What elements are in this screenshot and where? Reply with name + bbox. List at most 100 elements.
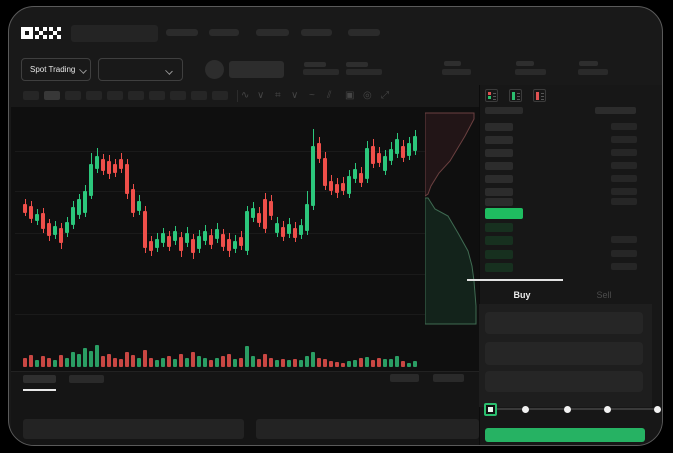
timeframe-button-skeleton[interactable] <box>107 91 123 100</box>
search-input-skeleton[interactable] <box>71 25 158 42</box>
timeframe-button-skeleton[interactable] <box>212 91 228 100</box>
timeframe-button-skeleton[interactable] <box>128 91 144 100</box>
stat-skeleton <box>515 69 546 75</box>
candle-body <box>191 239 195 253</box>
ticker-skeleton <box>229 61 284 78</box>
orderbook-combined-icon[interactable] <box>485 89 498 102</box>
volume-bar <box>113 358 117 367</box>
chevron-down-icon[interactable]: ∨ <box>257 90 265 101</box>
buy-submit-button[interactable] <box>485 428 645 442</box>
candle-body <box>401 146 405 158</box>
volume-bar <box>47 358 51 367</box>
order-field-skeleton[interactable] <box>485 342 643 365</box>
ask-amount-skeleton <box>611 123 637 130</box>
volume-bar <box>311 352 315 367</box>
ask-price-skeleton <box>485 162 513 170</box>
bid-price-skeleton <box>485 236 513 245</box>
bottom-action-skeleton[interactable] <box>390 374 419 382</box>
volume-bar <box>245 346 249 367</box>
volume-bar <box>353 360 357 367</box>
volume-bar <box>329 361 333 367</box>
amount-slider-handle[interactable] <box>484 403 497 416</box>
indicators-icon[interactable]: ∿ <box>241 90 250 101</box>
candle-body <box>143 211 147 248</box>
candle-body <box>77 199 81 215</box>
timeframe-button-skeleton[interactable] <box>65 91 81 100</box>
order-field-skeleton[interactable] <box>485 312 643 334</box>
candle-body <box>197 236 201 249</box>
timeframe-button-skeleton[interactable] <box>86 91 102 100</box>
app-window: Spot Trading Buy Sell ∿ ∨ ⌗ ∨ ~ ⫽ ▣ ◎ ⤢ <box>8 6 663 446</box>
nav-item-skeleton[interactable] <box>301 29 332 36</box>
candle-style-icon[interactable]: ⌗ <box>275 90 281 101</box>
bid-amount-skeleton <box>611 236 637 243</box>
volume-bar <box>389 359 393 367</box>
stat-skeleton <box>579 61 598 66</box>
market-type-selector[interactable]: Spot Trading <box>21 58 91 81</box>
candle-body <box>323 158 327 186</box>
volume-bar <box>119 359 123 367</box>
bottom-tab-skeleton[interactable] <box>69 375 104 383</box>
nav-item-skeleton[interactable] <box>166 29 198 36</box>
camera-icon[interactable]: ▣ <box>345 90 355 101</box>
user-avatar[interactable] <box>205 60 224 79</box>
candle-body <box>245 211 249 251</box>
volume-bar <box>281 359 285 367</box>
orderbook-bids-icon[interactable] <box>509 89 522 102</box>
slider-dot[interactable] <box>564 406 571 413</box>
bottom-tab-skeleton[interactable] <box>23 375 56 383</box>
volume-bar <box>239 358 243 367</box>
candle-body <box>71 207 75 225</box>
amount-slider-track[interactable] <box>490 408 660 410</box>
slider-dot[interactable] <box>604 406 611 413</box>
pair-selector[interactable] <box>98 58 183 81</box>
volume-bar <box>203 358 207 367</box>
okx-logo[interactable] <box>21 27 61 42</box>
candle-body <box>167 236 171 247</box>
candle-body <box>347 176 351 194</box>
active-tab-underline <box>23 389 56 391</box>
candlestick-chart[interactable] <box>15 111 427 369</box>
volume-bar <box>137 358 141 367</box>
candle-body <box>215 229 219 239</box>
tab-sell[interactable]: Sell <box>596 290 612 300</box>
timeframe-button-skeleton[interactable] <box>23 91 39 100</box>
last-price-line <box>467 279 563 281</box>
chevron-down-icon <box>166 67 173 74</box>
tab-buy[interactable]: Buy <box>513 290 531 300</box>
timeframe-button-skeleton[interactable] <box>44 91 60 100</box>
volume-bar <box>215 358 219 367</box>
draw-tool-icon[interactable]: ⫽ <box>327 90 332 101</box>
order-field-skeleton[interactable] <box>485 371 643 392</box>
nav-item-skeleton[interactable] <box>209 29 239 36</box>
candle-body <box>395 139 399 154</box>
ask-amount-skeleton <box>611 136 637 143</box>
timeframe-button-skeleton[interactable] <box>170 91 186 100</box>
volume-bar <box>299 360 303 367</box>
stat-skeleton <box>346 62 368 67</box>
stat-skeleton <box>346 69 382 75</box>
timeframe-button-skeleton[interactable] <box>191 91 207 100</box>
volume-bar <box>179 354 183 367</box>
chevron-down-icon[interactable]: ∨ <box>291 90 299 101</box>
candle-body <box>137 201 141 211</box>
ask-price-skeleton <box>485 136 513 144</box>
orderbook-asks-icon[interactable] <box>533 89 546 102</box>
nav-item-skeleton[interactable] <box>256 29 289 36</box>
candle-body <box>365 148 369 179</box>
nav-item-skeleton[interactable] <box>348 29 380 36</box>
candle-body <box>101 159 105 171</box>
candle-body <box>371 146 375 164</box>
volume-bar <box>347 361 351 367</box>
timeframe-button-skeleton[interactable] <box>149 91 165 100</box>
chart-gridline <box>15 274 427 275</box>
fullscreen-icon[interactable]: ⤢ <box>381 90 389 101</box>
settings-icon[interactable]: ◎ <box>363 90 372 101</box>
slider-dot[interactable] <box>654 406 661 413</box>
candle-body <box>29 206 33 219</box>
slider-dot[interactable] <box>522 406 529 413</box>
chart-gridline <box>15 314 427 315</box>
bottom-action-skeleton[interactable] <box>433 374 464 382</box>
volume-bar <box>77 354 81 367</box>
line-tool-icon[interactable]: ~ <box>309 90 315 101</box>
